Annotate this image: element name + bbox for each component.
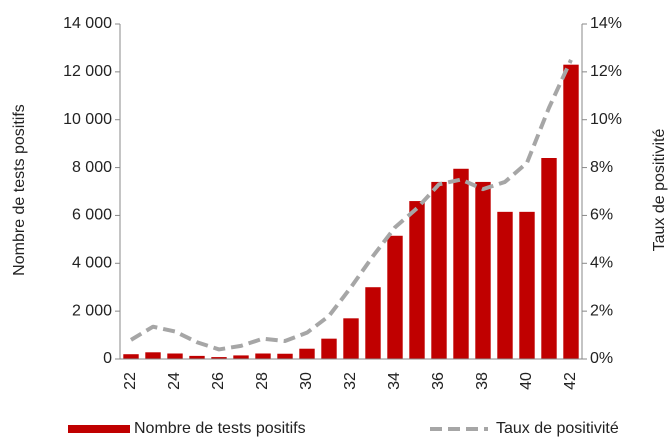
bar [277, 353, 293, 359]
y-tick-label: 2 000 [72, 302, 112, 319]
x-tick-label: 42 [562, 372, 579, 390]
x-tick-label: 38 [474, 372, 491, 390]
bar [255, 353, 271, 359]
bar [519, 211, 535, 359]
y-tick-label: 4 000 [72, 255, 112, 272]
x-tick-label: 28 [254, 372, 271, 390]
x-tick-label: 32 [342, 372, 359, 390]
bar [365, 287, 381, 359]
x-tick-label: 36 [430, 372, 447, 390]
y2-tick-label: 6% [590, 207, 613, 224]
bar [541, 158, 557, 359]
y2-tick-label: 0% [590, 350, 613, 367]
x-tick-label: 40 [518, 372, 535, 390]
bar [189, 355, 205, 359]
bar [409, 201, 425, 359]
y-tick-label: 6 000 [72, 207, 112, 224]
legend-label: Taux de positivité [496, 420, 619, 437]
bar [453, 168, 469, 359]
y-tick-label: 12 000 [63, 63, 112, 80]
y-tick-label: 10 000 [63, 111, 112, 128]
bar [211, 357, 227, 359]
x-tick-label: 34 [386, 372, 403, 390]
bar [299, 348, 315, 359]
y2-tick-label: 4% [590, 255, 613, 272]
y2-tick-label: 14% [590, 15, 622, 32]
y2-tick-label: 2% [590, 302, 613, 319]
x-tick-label: 24 [166, 372, 183, 390]
x-tick-label: 22 [122, 372, 139, 390]
y2-tick-label: 8% [590, 159, 613, 176]
line [129, 59, 573, 352]
bar [145, 352, 161, 359]
y2-axis-title: Taux de positivité [651, 129, 668, 252]
y-axis-title: Nombre de tests positifs [11, 104, 28, 276]
bar [475, 181, 491, 359]
x-tick-label: 30 [298, 372, 315, 390]
bar [233, 355, 249, 359]
bar [343, 318, 359, 359]
legend-swatch [68, 425, 130, 433]
bar [563, 64, 579, 359]
bar [431, 181, 447, 359]
y-tick-label: 0 [103, 350, 112, 367]
bar [387, 235, 403, 359]
bar [321, 338, 337, 359]
bar [123, 354, 139, 359]
legend-label: Nombre de tests positifs [134, 420, 306, 437]
bar [497, 211, 513, 359]
y2-tick-label: 10% [590, 111, 622, 128]
y2-tick-label: 12% [590, 63, 622, 80]
bar [167, 353, 183, 359]
y-tick-label: 14 000 [63, 15, 112, 32]
x-tick-label: 26 [210, 372, 227, 390]
y-tick-label: 8 000 [72, 159, 112, 176]
